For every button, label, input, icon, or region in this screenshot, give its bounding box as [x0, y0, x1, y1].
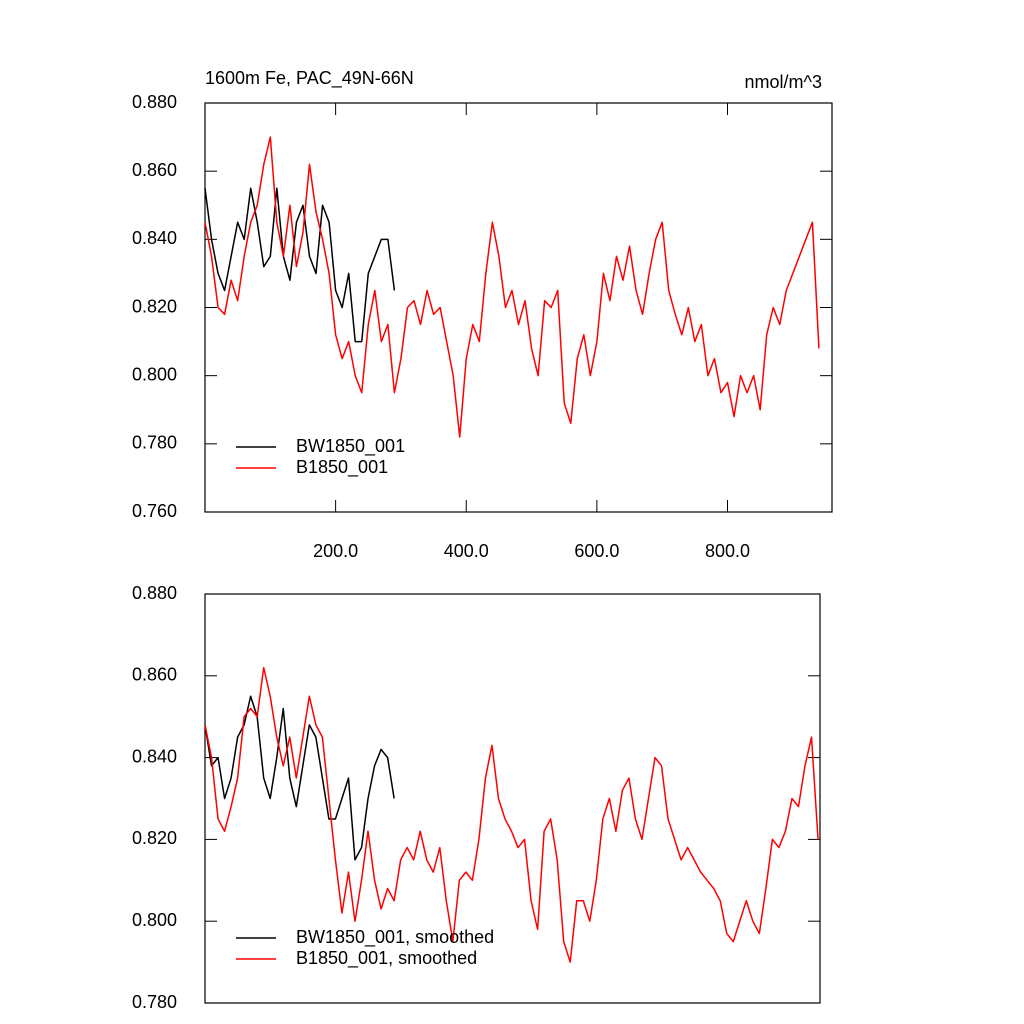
- y-tick-label: 0.860: [132, 160, 177, 180]
- chart-title: 1600m Fe, PAC_49N-66N: [205, 68, 414, 89]
- data-line: [204, 187, 396, 343]
- y-tick-label: 0.820: [132, 828, 177, 848]
- y-tick-label: 0.800: [132, 910, 177, 930]
- x-tick-label: 400.0: [444, 541, 489, 561]
- y-tick-label: 0.840: [132, 228, 177, 248]
- y-tick-label: 0.840: [132, 746, 177, 766]
- legend-label: BW1850_001, smoothed: [296, 927, 494, 948]
- y-tick-label: 0.800: [132, 364, 177, 384]
- y-tick-label: 0.880: [132, 583, 177, 603]
- data-line: [204, 695, 395, 861]
- x-tick-label: 800.0: [705, 541, 750, 561]
- y-tick-label: 0.760: [132, 501, 177, 521]
- y-tick-label: 0.780: [132, 992, 177, 1012]
- y-tick-label: 0.780: [132, 433, 177, 453]
- y-tick-label: 0.820: [132, 296, 177, 316]
- legend-label: B1850_001, smoothed: [296, 948, 477, 969]
- y-tick-label: 0.880: [132, 92, 177, 112]
- legend-label: BW1850_001: [296, 436, 405, 457]
- legend-label: B1850_001: [296, 457, 388, 478]
- data-line: [204, 666, 819, 963]
- x-tick-label: 200.0: [313, 541, 358, 561]
- data-line: [204, 136, 820, 438]
- y-tick-label: 0.860: [132, 665, 177, 685]
- x-tick-label: 600.0: [574, 541, 619, 561]
- units-label: nmol/m^3: [745, 72, 822, 92]
- plot-frame: [204, 593, 821, 1004]
